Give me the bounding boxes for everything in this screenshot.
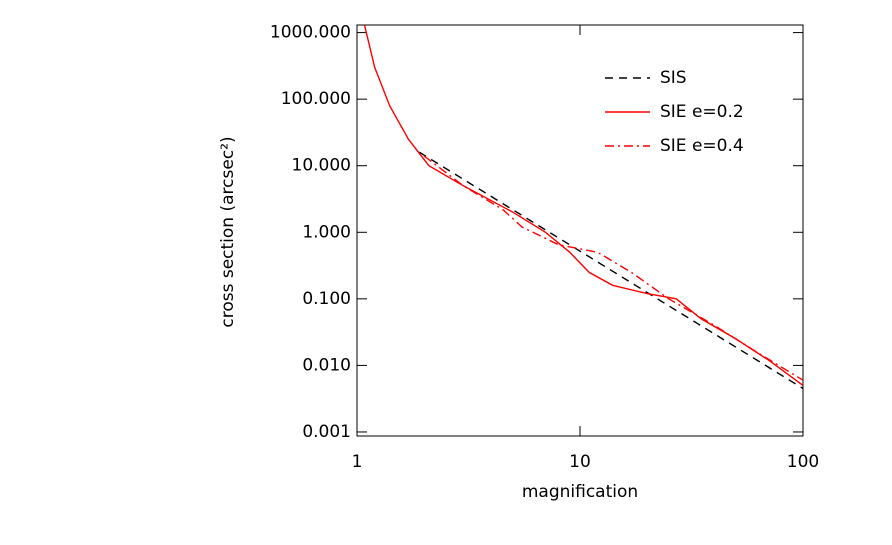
legend-label: SIE e=0.2 [660,102,744,122]
y-tick-label: 100.000 [281,89,351,109]
x-tick-label: 10 [569,452,591,472]
y-axis-label: cross section (arcsec²) [218,136,238,327]
series-line [363,25,803,386]
y-tick-label: 0.100 [302,289,351,309]
y-tick-label: 0.010 [302,355,351,375]
x-tick-label: 1 [352,452,363,472]
y-tick-label: 10.000 [292,156,351,176]
y-tick-label: 1.000 [302,222,351,242]
plot-frame [356,24,804,437]
series-line [418,151,803,390]
legend-label: SIS [660,68,687,88]
y-tick-label: 0.001 [302,422,351,442]
legend-label: SIE e=0.4 [660,136,744,156]
y-tick-label: 1000.000 [270,23,351,43]
plot-area [363,25,803,390]
x-axis-label: magnification [522,482,638,502]
x-tick-label: 100 [787,452,819,472]
series-line [423,155,803,381]
